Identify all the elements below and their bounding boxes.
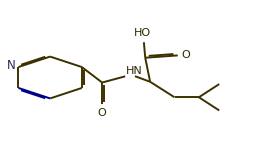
Text: HN: HN	[126, 66, 143, 75]
Text: HO: HO	[134, 28, 151, 38]
Text: N: N	[7, 59, 15, 72]
Text: O: O	[98, 108, 107, 118]
Text: O: O	[181, 50, 190, 60]
